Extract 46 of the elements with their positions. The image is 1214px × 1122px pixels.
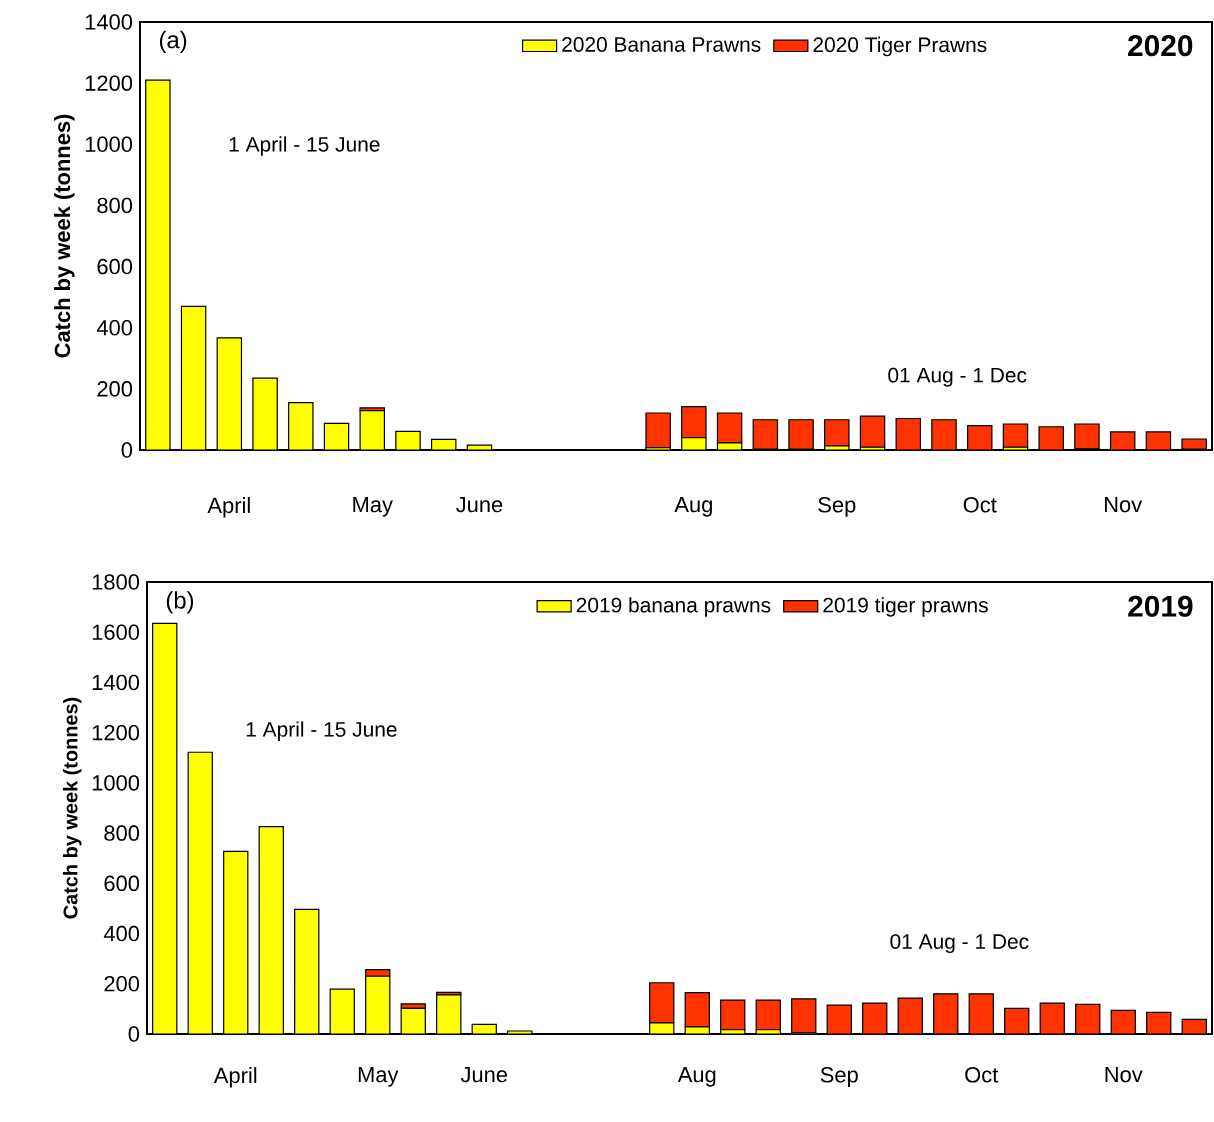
x-tick-label: May [353,497,393,517]
annotation: 2020 [1128,35,1193,57]
y-tick-label: 200 [104,976,140,992]
y-tick-label: 800 [97,197,133,214]
annotation: 01 Aug - 1 Dec [890,934,1029,954]
x-tick-label: June [456,497,503,513]
y-tick-label: 400 [103,925,140,942]
annotation: 01 Aug - 1 Dec [888,367,1027,387]
legend-label: 2019 banana prawns [576,597,771,617]
y-tick-label: 800 [104,825,140,841]
y-tick-label: 0 [128,1026,140,1042]
y-axis-title: Catch by week (tonnes) [62,697,82,919]
x-tick-label: April [213,1067,257,1088]
x-tick-label: Oct [963,497,997,513]
y-tick-label: 200 [97,381,133,397]
x-tick-label: Nov [1105,1067,1143,1083]
y-tick-label: 1400 [85,14,133,30]
annotation: 1 April - 15 June [246,721,397,741]
y-tick-label: 1000 [92,775,140,791]
x-tick-label: May [358,1067,399,1087]
x-tick-label: April [207,497,250,518]
x-tick-label: June [460,1067,508,1083]
annotation: 2019 [1128,595,1193,617]
x-tick-label: Sep [818,497,856,517]
x-tick-label: Nov [1105,497,1143,513]
y-axis-title: Catch by week (tonnes) [54,114,75,358]
x-tick-label: Oct [965,1067,999,1083]
legend-label: 2020 Tiger Prawns [813,36,987,57]
legend-label: 2019 tiger prawns [823,597,988,617]
y-tick-label: 1800 [92,574,140,590]
y-tick-label: 1600 [92,624,140,640]
legend-label: 2020 Banana Prawns [562,37,761,52]
y-tick-label: 1200 [85,75,133,91]
annotation: (a) [159,30,187,54]
y-tick-label: 1400 [92,674,140,691]
y-tick-label: 1000 [85,136,133,153]
y-tick-label: 600 [104,875,140,892]
annotation: 1 April - 15 June [229,136,380,156]
x-tick-label: Sep [820,1067,858,1087]
x-tick-label: Aug [674,497,712,517]
y-tick-label: 600 [97,258,133,275]
annotation: (b) [166,591,194,614]
y-tick-label: 1200 [92,724,140,741]
x-tick-label: Aug [677,1067,716,1087]
y-tick-label: 400 [96,319,133,336]
y-tick-label: 0 [121,442,133,458]
